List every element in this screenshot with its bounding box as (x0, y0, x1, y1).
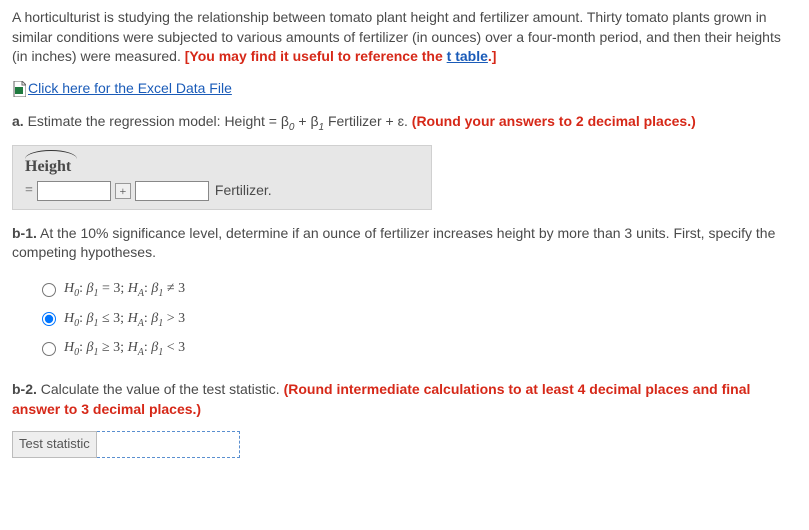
hat-arc-icon (25, 150, 77, 159)
slope-input[interactable] (135, 181, 209, 201)
height-word: Height (25, 158, 71, 175)
part-b2-label: b-2. (12, 381, 37, 397)
hyp2-text: H0: β1 ≥ 3; HA: β1 < 3 (64, 338, 185, 360)
hypothesis-radio-0[interactable] (42, 283, 56, 297)
equals-sign: = (25, 181, 33, 201)
part-b2-prompt: b-2. Calculate the value of the test sta… (12, 380, 797, 419)
part-b1-label: b-1. (12, 225, 37, 241)
hyp1-text: H0: β1 ≤ 3; HA: β1 > 3 (64, 309, 185, 331)
hypothesis-radio-2[interactable] (42, 342, 56, 356)
t-table-link[interactable]: t table (447, 48, 488, 64)
hypothesis-option-1[interactable]: H0: β1 ≤ 3; HA: β1 > 3 (42, 309, 797, 331)
hypothesis-radio-group: H0: β1 = 3; HA: β1 ≠ 3 H0: β1 ≤ 3; HA: β… (42, 279, 797, 360)
excel-file-icon (12, 81, 26, 97)
part-a-text2: + β (294, 113, 318, 129)
intro-red-suffix: .] (488, 48, 497, 64)
test-statistic-input[interactable] (96, 432, 239, 457)
test-statistic-table: Test statistic (12, 431, 240, 457)
equation-row: = + Fertilizer. (25, 181, 419, 201)
test-statistic-label: Test statistic (13, 432, 97, 457)
intro-red-prefix: [You may find it useful to reference the (185, 48, 447, 64)
hyp0-text: H0: β1 = 3; HA: β1 ≠ 3 (64, 279, 185, 301)
hypothesis-option-2[interactable]: H0: β1 ≥ 3; HA: β1 < 3 (42, 338, 797, 360)
hypothesis-option-0[interactable]: H0: β1 = 3; HA: β1 ≠ 3 (42, 279, 797, 301)
plus-sign: + (115, 183, 131, 199)
regression-input-box: Height = + Fertilizer. (12, 145, 432, 209)
excel-data-file-link[interactable]: Click here for the Excel Data File (28, 80, 232, 96)
part-a-label: a. (12, 113, 24, 129)
intercept-input[interactable] (37, 181, 111, 201)
excel-link-row: Click here for the Excel Data File (12, 79, 797, 99)
fertilizer-label: Fertilizer. (215, 181, 272, 201)
intro-paragraph: A horticulturist is studying the relatio… (12, 8, 797, 67)
part-a-prompt: a. Estimate the regression model: Height… (12, 112, 797, 135)
part-a-red: (Round your answers to 2 decimal places.… (412, 113, 696, 129)
part-b1-text: At the 10% significance level, determine… (12, 225, 775, 261)
part-b2-text: Calculate the value of the test statisti… (37, 381, 284, 397)
part-b1-prompt: b-1. At the 10% significance level, dete… (12, 224, 797, 263)
height-hat-label: Height (25, 156, 71, 178)
part-a-text3: Fertilizer + ɛ. (324, 113, 412, 129)
hypothesis-radio-1[interactable] (42, 312, 56, 326)
part-a-text1: Estimate the regression model: Height = … (24, 113, 289, 129)
